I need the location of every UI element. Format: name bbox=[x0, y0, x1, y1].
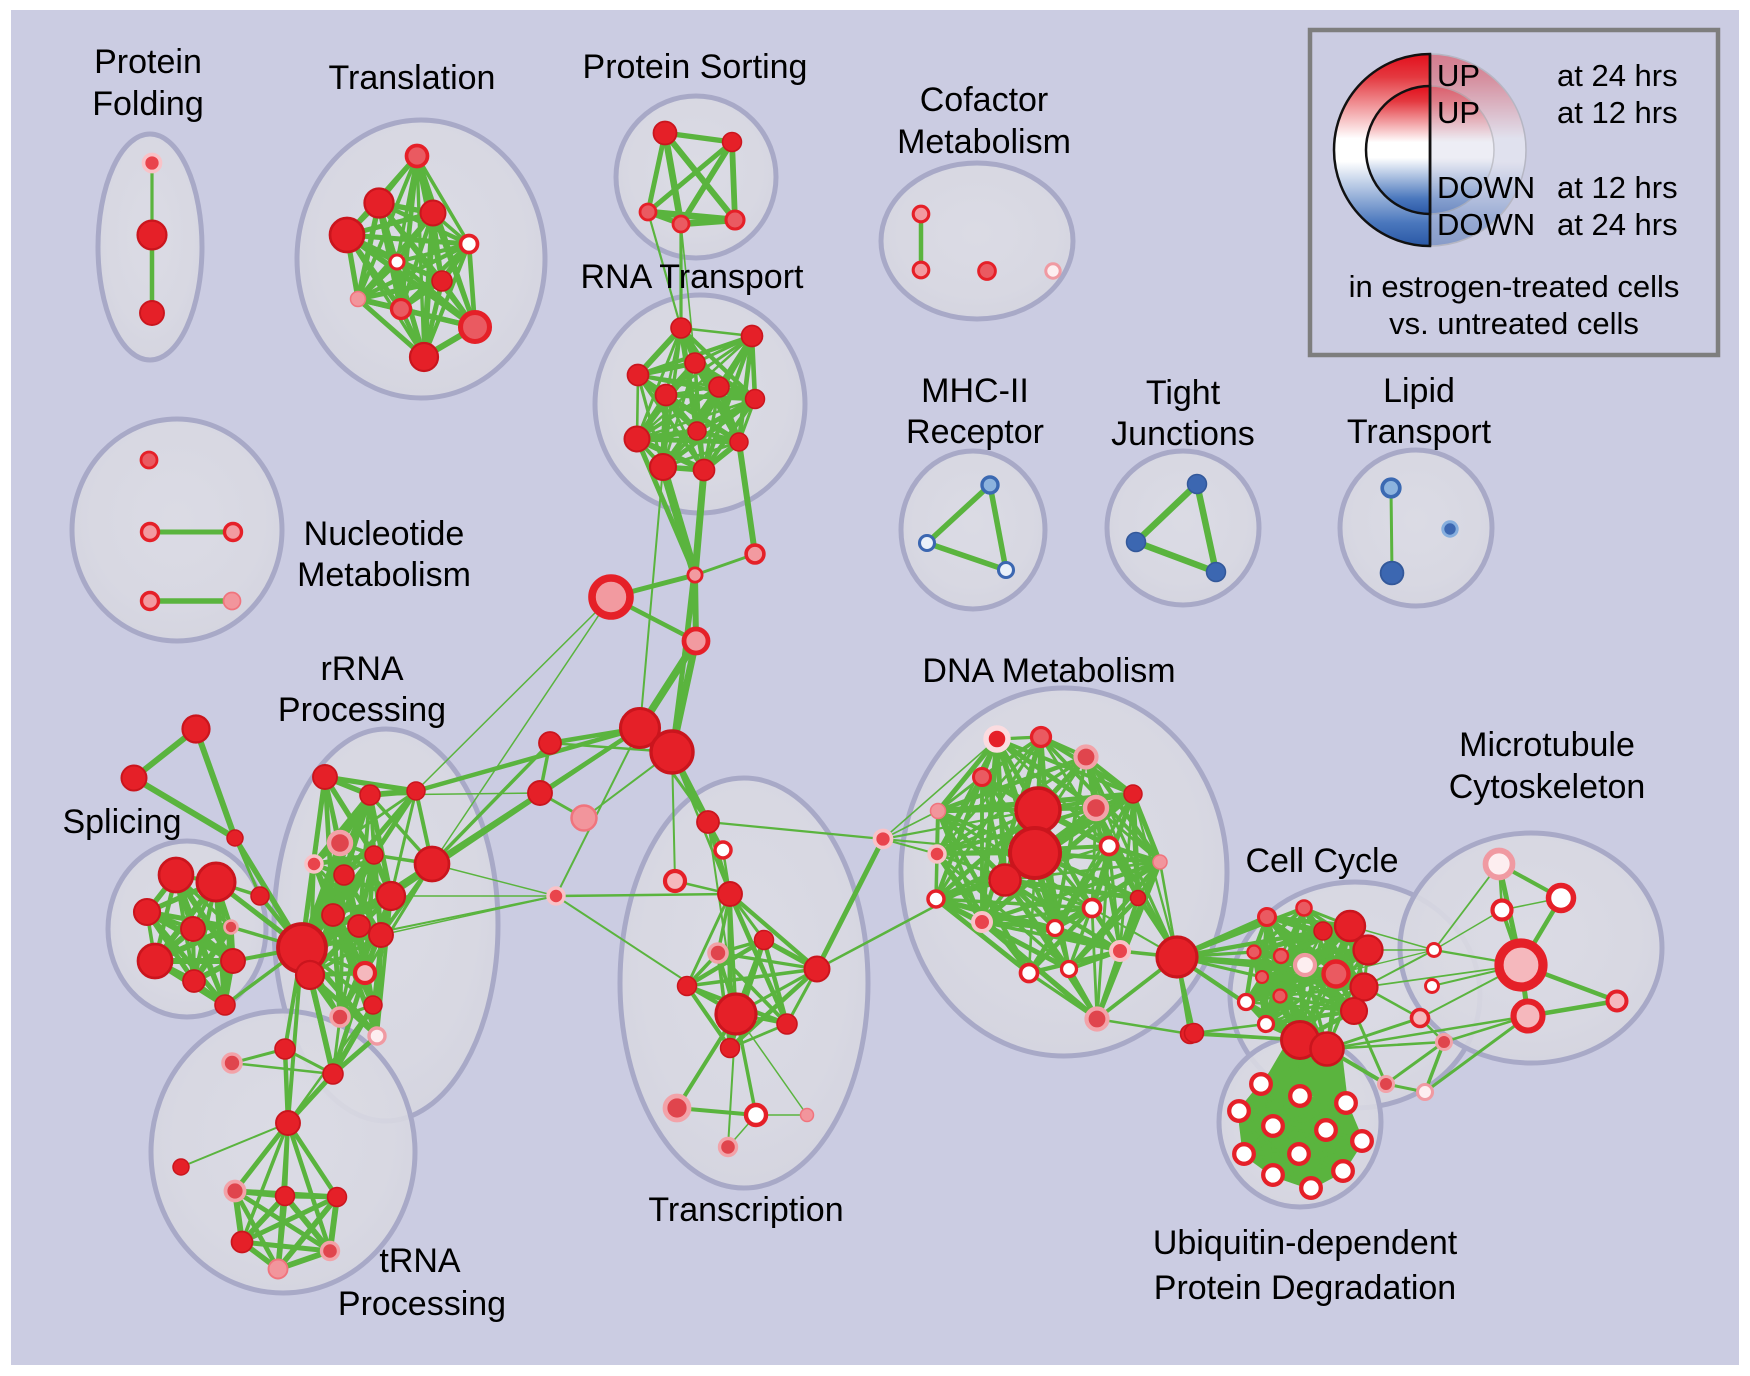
svg-text:Processing: Processing bbox=[338, 1285, 506, 1323]
svg-text:Tight: Tight bbox=[1146, 374, 1221, 412]
svg-text:at 12 hrs: at 12 hrs bbox=[1557, 170, 1678, 205]
svg-text:DNA Metabolism: DNA Metabolism bbox=[922, 652, 1175, 690]
svg-text:UP: UP bbox=[1437, 58, 1480, 93]
svg-text:at 24 hrs: at 24 hrs bbox=[1557, 207, 1678, 242]
svg-text:Junctions: Junctions bbox=[1111, 415, 1255, 453]
svg-text:tRNA: tRNA bbox=[379, 1242, 461, 1280]
svg-text:Cell Cycle: Cell Cycle bbox=[1245, 842, 1398, 880]
svg-text:Nucleotide: Nucleotide bbox=[304, 515, 465, 553]
svg-text:Receptor: Receptor bbox=[906, 413, 1044, 451]
svg-text:Folding: Folding bbox=[92, 85, 204, 123]
svg-text:Protein Sorting: Protein Sorting bbox=[583, 48, 808, 86]
svg-text:DOWN: DOWN bbox=[1437, 170, 1535, 205]
svg-text:Protein Degradation: Protein Degradation bbox=[1154, 1269, 1456, 1307]
svg-text:MHC-II: MHC-II bbox=[921, 372, 1029, 410]
svg-text:in estrogen-treated cells: in estrogen-treated cells bbox=[1349, 269, 1680, 304]
svg-text:Microtubule: Microtubule bbox=[1459, 726, 1635, 764]
svg-text:RNA Transport: RNA Transport bbox=[581, 258, 805, 296]
svg-text:Metabolism: Metabolism bbox=[297, 556, 471, 594]
svg-text:Ubiquitin-dependent: Ubiquitin-dependent bbox=[1153, 1224, 1458, 1262]
svg-text:Processing: Processing bbox=[278, 691, 446, 729]
svg-text:Lipid: Lipid bbox=[1383, 372, 1455, 410]
svg-text:Cofactor: Cofactor bbox=[920, 81, 1049, 119]
svg-text:Protein: Protein bbox=[94, 43, 202, 81]
svg-text:Transcription: Transcription bbox=[648, 1191, 843, 1229]
svg-text:at 12 hrs: at 12 hrs bbox=[1557, 95, 1678, 130]
svg-text:Metabolism: Metabolism bbox=[897, 123, 1071, 161]
svg-text:UP: UP bbox=[1437, 95, 1480, 130]
svg-text:vs. untreated cells: vs. untreated cells bbox=[1389, 306, 1639, 341]
svg-text:at 24 hrs: at 24 hrs bbox=[1557, 58, 1678, 93]
svg-text:Splicing: Splicing bbox=[62, 803, 181, 841]
svg-text:Translation: Translation bbox=[329, 59, 496, 97]
svg-text:rRNA: rRNA bbox=[320, 650, 403, 688]
svg-text:DOWN: DOWN bbox=[1437, 207, 1535, 242]
svg-text:Transport: Transport bbox=[1347, 413, 1492, 451]
svg-text:Cytoskeleton: Cytoskeleton bbox=[1449, 768, 1646, 806]
